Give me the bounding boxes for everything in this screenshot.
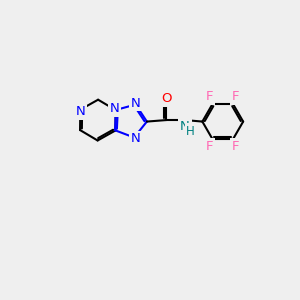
Text: F: F — [232, 90, 240, 103]
Text: F: F — [206, 90, 213, 103]
Text: H: H — [186, 125, 195, 138]
Text: N: N — [110, 102, 119, 115]
Text: N: N — [131, 133, 140, 146]
Text: N: N — [131, 97, 140, 110]
Text: F: F — [206, 140, 213, 153]
Text: N: N — [75, 105, 85, 118]
Text: O: O — [161, 92, 172, 105]
Text: N: N — [180, 120, 190, 133]
Text: F: F — [232, 140, 240, 153]
